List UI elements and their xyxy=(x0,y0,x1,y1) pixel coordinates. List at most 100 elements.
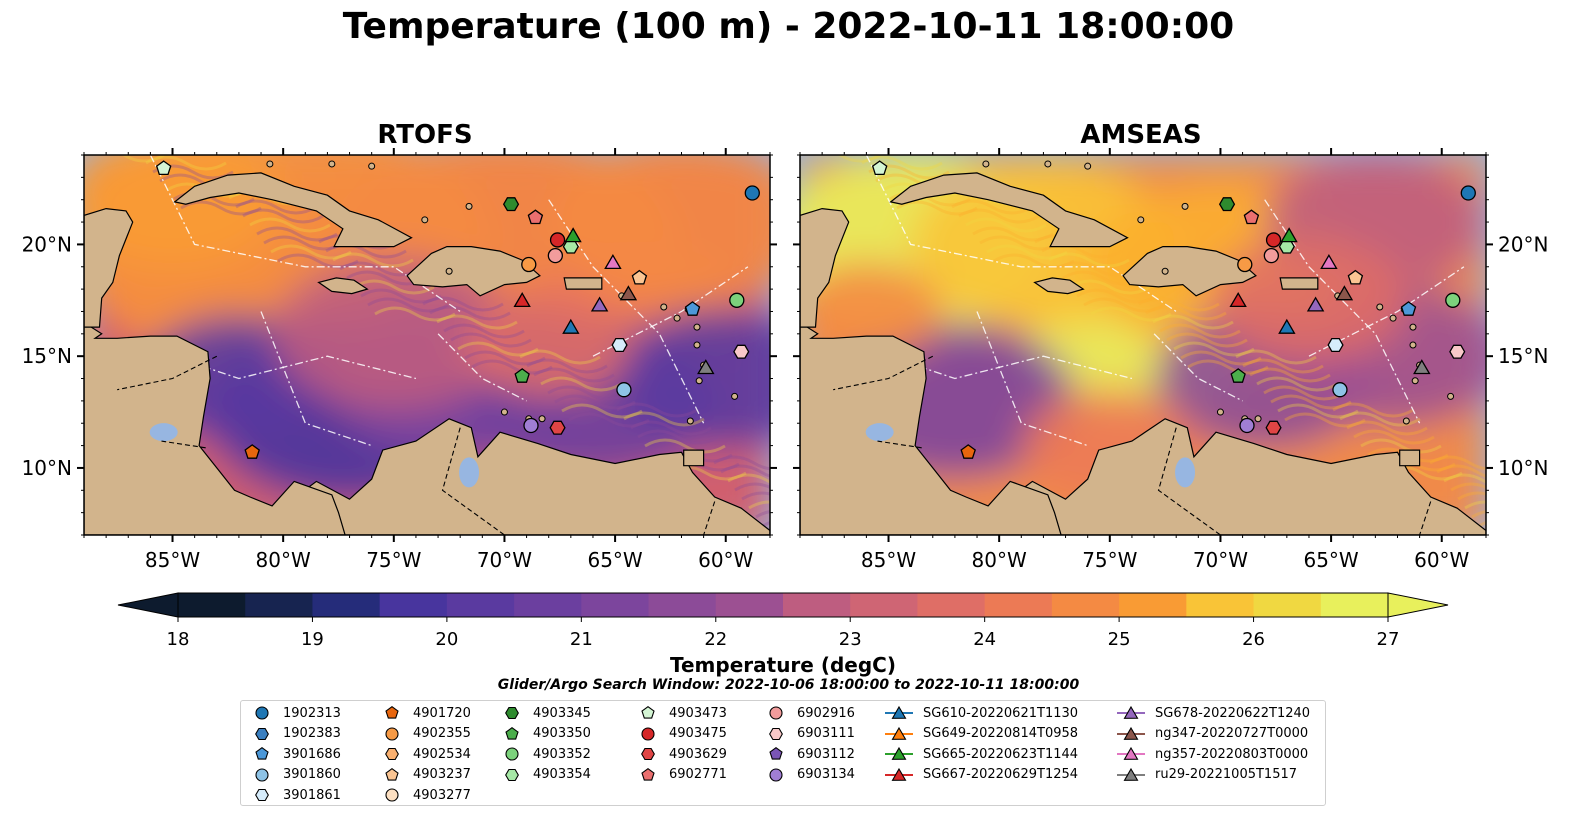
triangle-marker-icon xyxy=(1117,767,1145,781)
y-tick-label: 10°N xyxy=(1498,456,1548,480)
legend-item: 4901720 xyxy=(381,703,471,723)
legend-label: 4903475 xyxy=(669,726,727,741)
pentagon-marker-icon xyxy=(255,747,269,760)
legend-item: 1902313 xyxy=(251,703,341,723)
legend-item: SG667-20220629T1254 xyxy=(885,765,1078,785)
map-marker-SG610-20220621T1130 xyxy=(562,318,580,334)
legend-label: 1902313 xyxy=(283,705,341,721)
legend-label: ng357-20220803T0000 xyxy=(1155,746,1309,762)
legend-label: ng347-20220727T0000 xyxy=(1155,726,1309,741)
hexagon-marker-icon xyxy=(505,768,519,781)
hexagon-marker-icon xyxy=(641,747,655,761)
legend-item: ru29-20221005T1517 xyxy=(1117,765,1297,785)
map-marker-4903345 xyxy=(1218,197,1236,212)
map-marker-4903473 xyxy=(155,160,172,176)
y-tick-label: 15°N xyxy=(22,344,72,368)
circle-marker-icon xyxy=(769,706,783,720)
x-tick-label: 85°W xyxy=(861,548,916,572)
triangle-marker-icon xyxy=(1117,705,1145,719)
hexagon-marker-icon xyxy=(255,788,269,802)
pentagon-marker-icon xyxy=(641,706,655,719)
map-marker-4903345 xyxy=(502,197,520,212)
colorbar-label: Temperature (degC) xyxy=(670,653,896,677)
colorbar-tick-label: 24 xyxy=(973,629,996,650)
legend-label: 4903350 xyxy=(533,726,591,741)
circle-marker-icon xyxy=(769,767,783,782)
legend-item: 4903237 xyxy=(381,765,471,785)
hexagon-marker-icon xyxy=(769,727,783,740)
map-marker-4902355 xyxy=(521,256,537,273)
legend-item: SG610-20220621T1130 xyxy=(885,703,1078,723)
legend-label: 3901860 xyxy=(283,767,341,782)
colorbar-tick-label: 26 xyxy=(1242,629,1265,650)
legend-item: 4903629 xyxy=(637,744,727,764)
triangle-marker-icon xyxy=(885,726,913,740)
y-tick-label: 20°N xyxy=(22,232,72,256)
x-tick-label: 70°W xyxy=(477,548,532,572)
x-tick-label: 80°W xyxy=(972,548,1027,572)
map-marker-4901720 xyxy=(960,444,976,459)
figure-title: Temperature (100 m) - 2022-10-11 18:00:0… xyxy=(342,6,1235,47)
legend-label: 4903345 xyxy=(533,705,591,721)
legend-label: 4903277 xyxy=(413,787,471,803)
map-marker-3901860 xyxy=(1332,382,1348,398)
legend-label: SG667-20220629T1254 xyxy=(923,767,1079,782)
map-marker-4903475 xyxy=(1265,232,1282,248)
hexagon-marker-icon xyxy=(385,747,399,761)
map-marker-ng347-20220727T0000 xyxy=(1335,285,1354,301)
panel-title-amseas: AMSEAS xyxy=(1080,120,1202,150)
map-marker-SG678-20220622T1240 xyxy=(1306,296,1325,312)
triangle-marker-icon xyxy=(885,705,913,719)
map-marker-4902355 xyxy=(1237,256,1253,273)
legend-item: 6902771 xyxy=(637,765,727,785)
legend-label: SG665-20220623T1144 xyxy=(923,746,1079,762)
legend-item: 4902534 xyxy=(381,744,471,764)
triangle-marker-icon xyxy=(885,746,913,760)
colorbar-tick-label: 22 xyxy=(704,629,727,650)
map-marker-6902771 xyxy=(1243,209,1260,225)
legend-item: 6902916 xyxy=(765,703,855,723)
hexagon-marker-icon xyxy=(505,706,519,720)
map-marker-4903350 xyxy=(1230,368,1246,383)
circle-marker-icon xyxy=(641,726,655,741)
y-tick-label: 10°N xyxy=(22,456,72,480)
legend-item: SG649-20220814T0958 xyxy=(885,724,1078,744)
map-marker-3901861 xyxy=(1327,337,1344,353)
pentagon-marker-icon xyxy=(769,747,783,760)
legend-item: 6903111 xyxy=(765,724,855,744)
legend-item: 3901861 xyxy=(251,785,341,805)
pentagon-marker-icon xyxy=(505,726,519,740)
legend-label: 4903629 xyxy=(669,746,727,762)
map-marker-SG610-20220621T1130 xyxy=(1278,318,1296,334)
legend-label: 4902534 xyxy=(413,746,471,762)
legend-item: 4903345 xyxy=(501,703,591,723)
circle-marker-icon xyxy=(255,706,269,720)
map-marker-4903473 xyxy=(871,160,888,176)
legend-label: ru29-20221005T1517 xyxy=(1155,767,1298,782)
colorbar-tick-label: 25 xyxy=(1108,629,1131,650)
colorbar: 18 19 20 21 22 23 24 25 26 27 Temperature (degC) xyxy=(117,592,1449,677)
legend-item: 6903112 xyxy=(765,744,855,764)
map-marker-4903352 xyxy=(729,292,745,308)
map-marker-1902313 xyxy=(744,185,760,201)
colorbar-tick-label: 19 xyxy=(301,629,324,650)
map-marker-SG678-20220622T1240 xyxy=(590,296,609,312)
map-marker-4903629 xyxy=(549,420,566,435)
map-marker-3901860 xyxy=(616,382,632,398)
map-marker-6902916 xyxy=(547,247,563,264)
legend-label: 4903352 xyxy=(533,746,591,762)
map-marker-ru29-20221005T1517 xyxy=(697,359,715,375)
legend: 1902313 1902383 3901686 3901860 3901861 49017… xyxy=(240,700,1326,806)
legend-item: SG678-20220622T1240 xyxy=(1117,703,1310,723)
map-marker-6903134 xyxy=(523,417,539,434)
circle-marker-icon xyxy=(385,726,399,741)
legend-item: 4903475 xyxy=(637,724,727,744)
legend-item: 4903473 xyxy=(637,703,727,723)
map-marker-6903134 xyxy=(1239,417,1255,434)
map-marker-6903111 xyxy=(1449,344,1466,359)
map-marker-6902771 xyxy=(527,209,544,225)
legend-label: 4903354 xyxy=(533,767,591,782)
legend-item: ng347-20220727T0000 xyxy=(1117,724,1308,744)
map-marker-SG665-20220623T1144 xyxy=(1280,227,1298,243)
x-tick-label: 65°W xyxy=(587,548,642,572)
